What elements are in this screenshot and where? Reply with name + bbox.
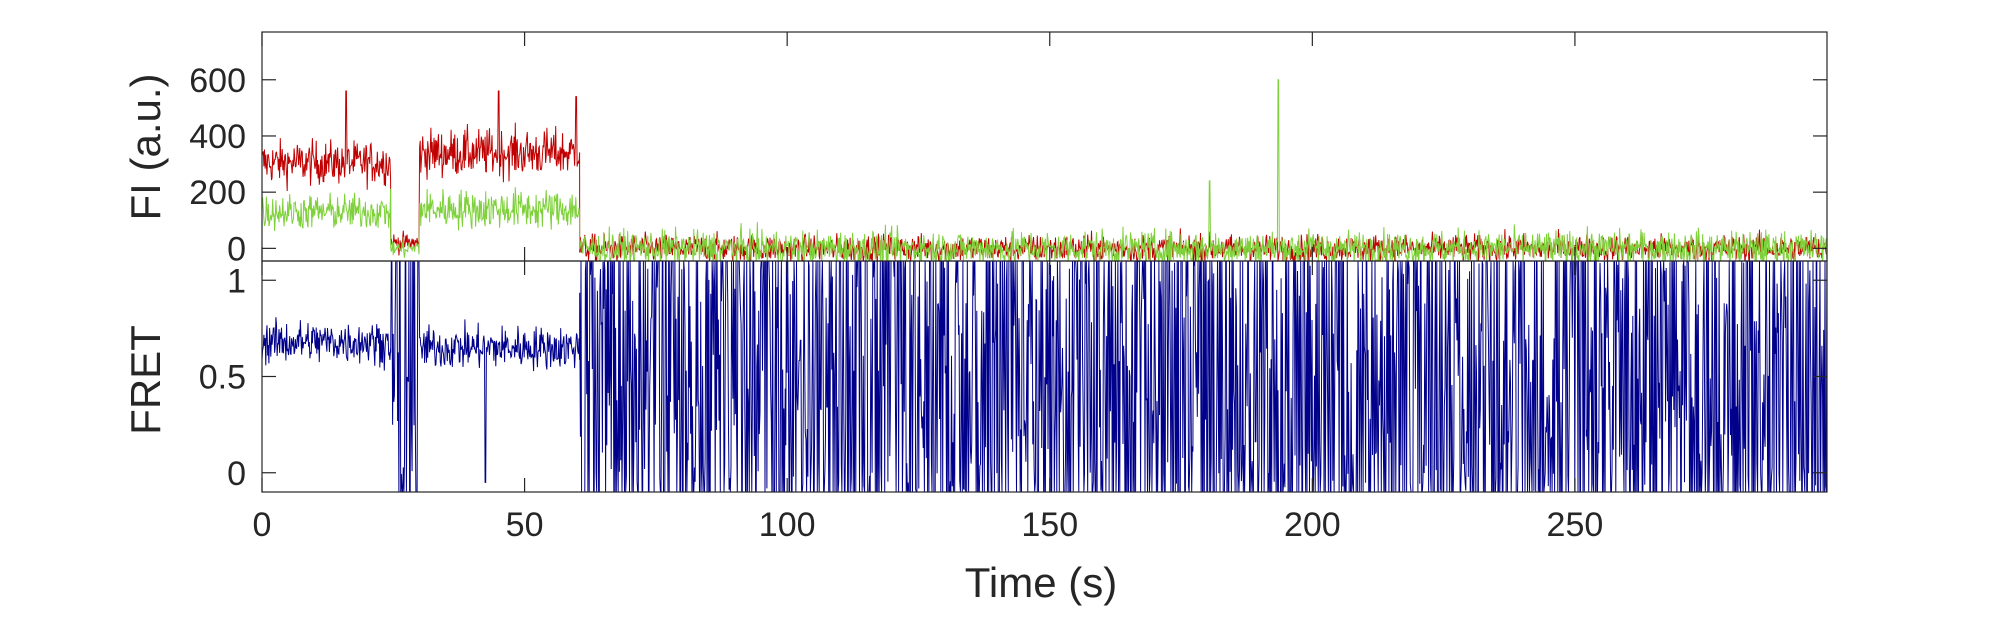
- plot-frame: [261, 31, 1828, 262]
- x-tick-label: 0: [253, 506, 272, 544]
- x-tick-label: 50: [506, 506, 544, 544]
- fluorescence-intensity-panel: 0 200 400 600: [189, 31, 1828, 268]
- y-tick-label: 200: [189, 174, 246, 212]
- time-x-axis-label: Time (s): [965, 559, 1117, 606]
- y-tick-label: 0: [227, 230, 246, 268]
- fret-efficiency-panel: 0 0.5 1 0 50 100 150 200 250: [199, 260, 1828, 544]
- x-tick-label: 100: [759, 506, 816, 544]
- x-tick-label: 250: [1547, 506, 1604, 544]
- fret-trace-0: [262, 261, 1827, 492]
- y-tick-label: 400: [189, 118, 246, 156]
- fluorescence-y-axis-label: FI (a.u.): [122, 73, 169, 220]
- y-tick-label: 0: [227, 455, 246, 493]
- y-tick-label: 1: [227, 262, 246, 300]
- x-tick-label: 150: [1021, 506, 1078, 544]
- y-tick-label: 0.5: [199, 359, 246, 397]
- y-tick-label: 600: [189, 62, 246, 100]
- x-tick-label: 200: [1284, 506, 1341, 544]
- intensity-trace-1: [262, 79, 1827, 261]
- fret-y-axis-label: FRET: [122, 325, 169, 435]
